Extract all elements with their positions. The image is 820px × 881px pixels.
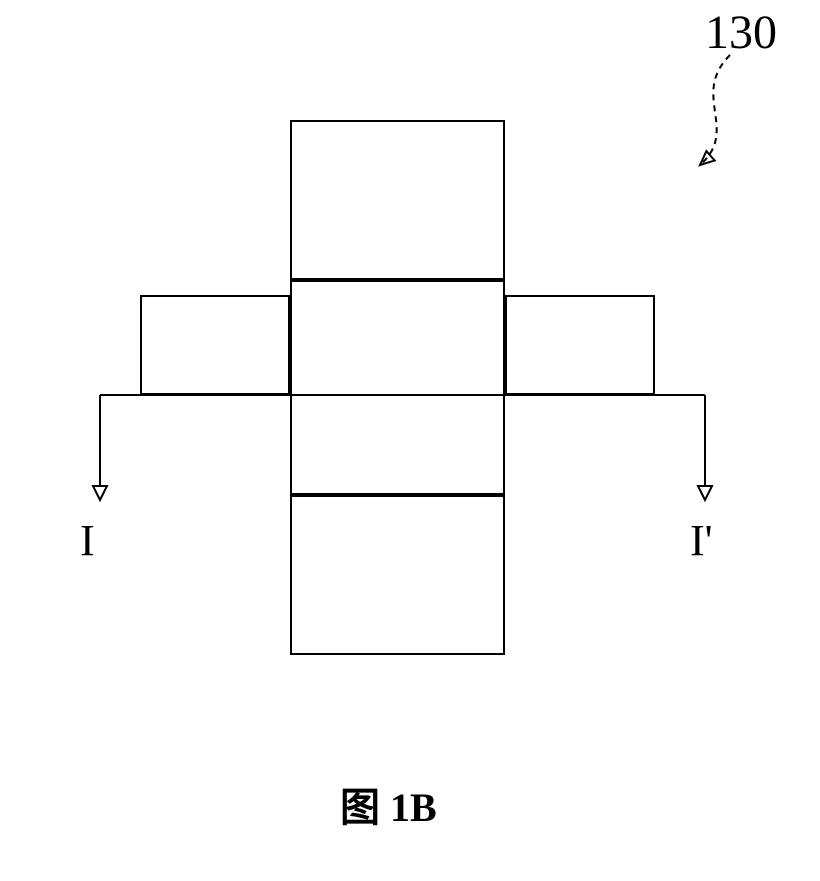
ref-number-label: 130 <box>705 5 777 60</box>
figure-caption: 图 1B <box>340 775 437 833</box>
section-label-right: I' <box>690 515 713 566</box>
line-overlay <box>0 0 820 881</box>
figure-canvas: 130 I I' 图 1B <box>0 0 820 881</box>
section-label-left: I <box>80 515 95 566</box>
caption-prefix: 图 <box>340 785 390 830</box>
caption-id: 1B <box>390 785 437 830</box>
